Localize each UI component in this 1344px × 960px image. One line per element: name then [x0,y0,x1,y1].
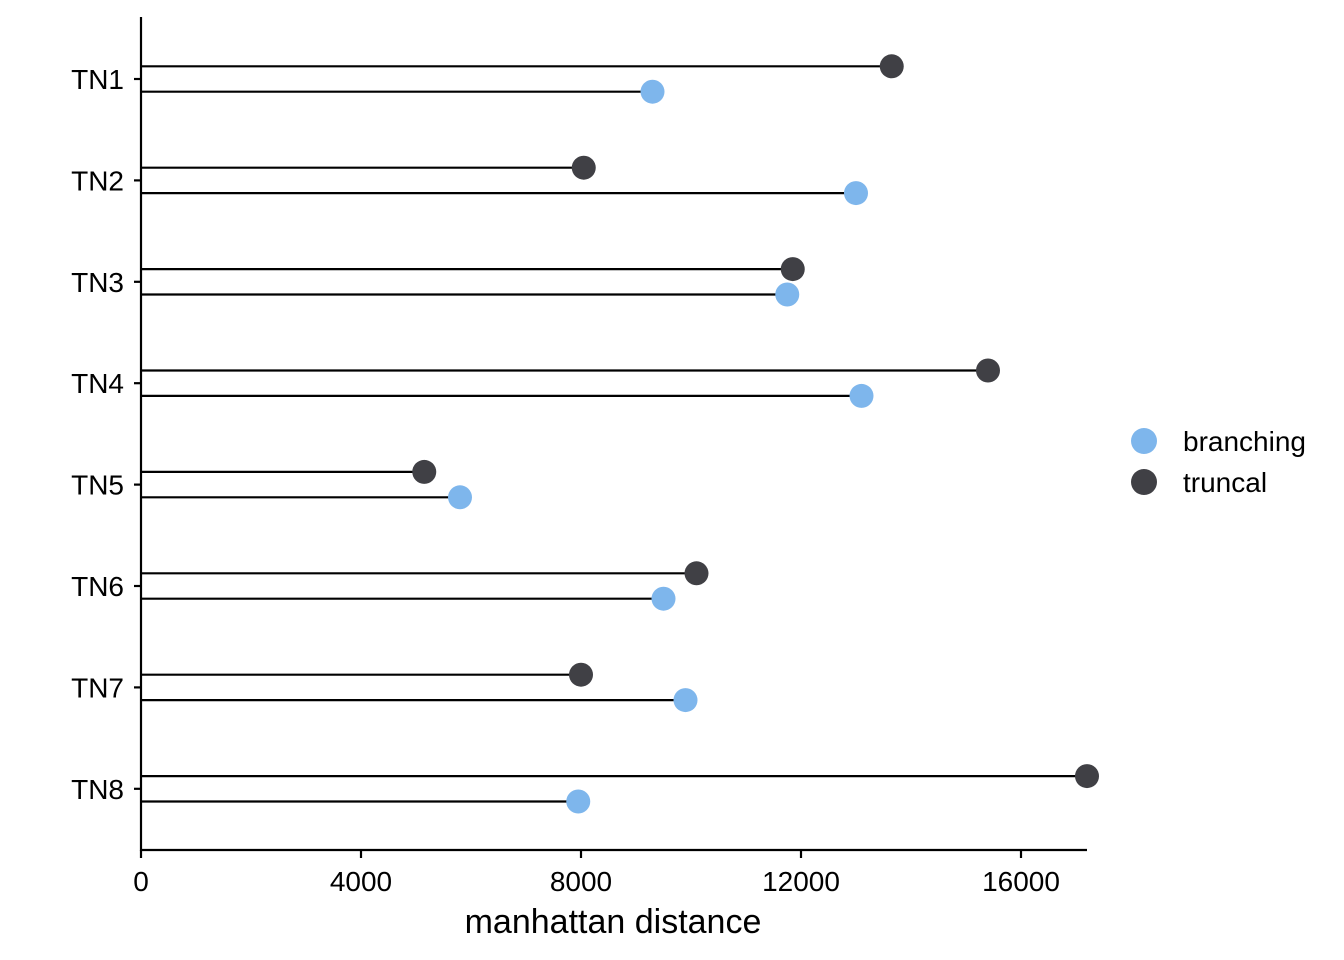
y-tick-label-tn4: TN4 [71,368,124,399]
point-truncal-tn8 [1075,764,1099,789]
axes-layer [139,17,1087,852]
point-truncal-tn1 [879,54,904,79]
legend-key-truncal [1131,469,1157,495]
legend-label-branching: branching [1183,426,1306,457]
x-tick-label-12000: 12000 [762,866,840,897]
point-branching-tn1 [640,79,665,104]
y-tick-label-tn5: TN5 [71,470,124,501]
point-branching-tn6 [651,586,676,611]
y-tick-label-tn8: TN8 [71,774,124,805]
stems-layer [141,65,1087,803]
point-truncal-tn3 [780,257,805,282]
y-ticks: TN1 TN2 TN3 TN4 TN5 TN6 TN7 TN8 [71,64,141,805]
point-truncal-tn5 [412,459,437,484]
point-truncal-tn7 [569,662,593,687]
point-truncal-tn6 [684,561,709,586]
x-ticks: 0 4000 8000 12000 16000 [133,850,1060,897]
y-tick-label-tn6: TN6 [71,571,124,602]
x-axis-title: manhattan distance [465,903,762,941]
x-tick-label-0: 0 [133,866,149,897]
legend-label-truncal: truncal [1183,467,1267,498]
y-tick-label-tn3: TN3 [71,267,124,298]
point-branching-tn3 [775,282,800,307]
points-layer [412,54,1099,814]
point-branching-tn2 [844,181,868,206]
y-tick-label-tn2: TN2 [71,165,124,196]
legend-key-branching [1131,428,1157,454]
point-branching-tn7 [673,688,698,713]
point-branching-tn4 [849,383,874,408]
point-branching-tn8 [566,789,591,814]
point-branching-tn5 [448,485,472,510]
x-tick-label-8000: 8000 [550,866,612,897]
point-truncal-tn4 [976,358,1000,383]
x-tick-label-16000: 16000 [982,866,1060,897]
y-tick-label-tn7: TN7 [71,672,124,703]
x-tick-label-4000: 4000 [330,866,392,897]
legend: branching truncal [1131,426,1306,498]
point-truncal-tn2 [571,155,596,180]
y-tick-label-tn1: TN1 [71,64,124,95]
